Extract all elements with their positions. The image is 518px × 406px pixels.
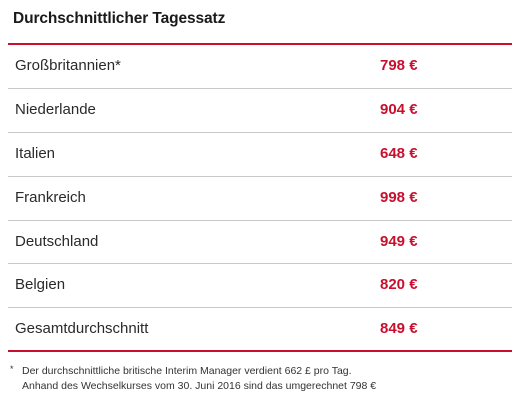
- average-rate-value: 849 €: [380, 320, 418, 338]
- table-row: Deutschland 949 €: [8, 221, 512, 265]
- daily-rate-value: 949 €: [380, 232, 418, 250]
- daily-rate-value: 648 €: [380, 144, 418, 162]
- table-row: Belgien 820 €: [8, 264, 512, 309]
- table-row: Niederlande 904 €: [8, 89, 512, 133]
- country-label: Frankreich: [15, 188, 86, 206]
- table-row: Großbritannien* 798 €: [8, 45, 512, 89]
- table-row: Frankreich 998 €: [8, 177, 512, 221]
- daily-rate-value: 820 €: [380, 276, 418, 294]
- footer-divider: [8, 350, 512, 352]
- country-label: Deutschland: [15, 232, 99, 250]
- country-label: Belgien: [15, 276, 66, 294]
- table-row: Italien 648 €: [8, 133, 512, 177]
- daily-rate-value: 798 €: [380, 57, 418, 74]
- country-label: Niederlande: [15, 100, 96, 118]
- footnote: * Der durchschnittliche britische Interi…: [10, 364, 376, 394]
- daily-rate-value: 998 €: [380, 188, 418, 206]
- footnote-marker: *: [10, 364, 14, 374]
- daily-rate-value: 904 €: [380, 100, 418, 118]
- footnote-line-2: Anhand des Wechselkurses vom 30. Juni 20…: [22, 380, 377, 392]
- country-label: Italien: [15, 144, 56, 162]
- average-label: Gesamtdurchschnitt: [15, 320, 149, 338]
- country-label: Großbritannien*: [15, 57, 121, 74]
- footnote-line-1: Der durchschnittliche britische Interim …: [22, 365, 352, 377]
- table-row-average: Gesamtdurchschnitt 849 €: [8, 308, 512, 352]
- table-title: Durchschnittlicher Tagessatz: [13, 10, 226, 27]
- header-divider: [8, 43, 512, 45]
- rate-table: Großbritannien* 798 € Niederlande 904 € …: [8, 45, 512, 352]
